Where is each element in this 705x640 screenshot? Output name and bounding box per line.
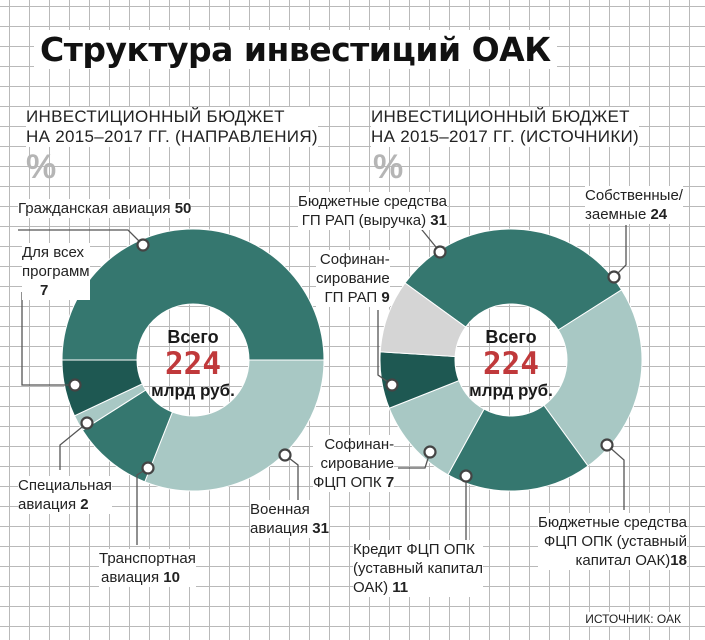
- right-slice-0: [404, 228, 623, 331]
- label-military-text2: авиация: [250, 520, 309, 537]
- leader-fcp: [606, 444, 625, 510]
- label-civil-value: 50: [174, 200, 192, 217]
- label-military-value: 31: [312, 520, 329, 537]
- label-own-text2: заемные: [585, 206, 647, 223]
- right-slice-5: [379, 282, 467, 358]
- left-total-label: Всего: [167, 327, 219, 347]
- right-percent-unit: %: [373, 148, 404, 186]
- label-cogp-text2: сирование: [316, 270, 390, 287]
- left-total-value: 224: [165, 346, 221, 382]
- left-percent-unit: %: [26, 148, 57, 186]
- leader-all: [21, 292, 75, 386]
- donut-right: [379, 228, 643, 492]
- dot-cogp: [385, 378, 399, 392]
- dot-all: [68, 378, 82, 392]
- label-cofcp-value: 7: [385, 474, 395, 491]
- dot-civil: [136, 238, 150, 252]
- label-special: Специальная авиация 2: [18, 476, 112, 514]
- label-military-text1: Военная: [250, 501, 310, 518]
- right-subtitle-line1: ИНВЕСТИЦИОННЫЙ БЮДЖЕТ: [371, 107, 630, 126]
- right-total: Всего 224 млрд руб.: [451, 326, 571, 402]
- label-cofcp-text3: ФЦП ОПК: [313, 474, 382, 491]
- dot-cofcp: [423, 445, 437, 459]
- label-all: Для всех программ 7: [22, 243, 90, 300]
- donut-left: [61, 228, 325, 492]
- label-cofcp-text1: Софинан-: [324, 436, 395, 453]
- source-note: ИСТОЧНИК: ОАК: [583, 612, 683, 626]
- dot-gp: [433, 245, 447, 259]
- left-slice-1: [144, 359, 325, 492]
- label-cogp-text3: ГП РАП: [324, 289, 378, 306]
- left-slice-4: [61, 359, 143, 417]
- left-subtitle-line2: НА 2015–2017 ГГ. (НАПРАВЛЕНИЯ): [26, 127, 318, 146]
- label-cogp-text1: Софинан-: [319, 251, 390, 268]
- right-subtitle-line2: НА 2015–2017 ГГ. (ИСТОЧНИКИ): [371, 127, 640, 146]
- dot-own: [607, 270, 621, 284]
- dot-transport: [141, 461, 155, 475]
- label-fcp-value: 18: [670, 552, 687, 569]
- label-gp-text2: ГП РАП (выручка): [301, 212, 427, 229]
- label-special-value: 2: [80, 496, 89, 513]
- label-gp-text1: Бюджетные средства: [298, 193, 447, 210]
- leader-military: [284, 454, 299, 500]
- label-credit: Кредит ФЦП ОПК (уставный капитал ОАК) 11: [353, 540, 483, 597]
- leader-civil: [18, 229, 144, 246]
- right-slice-1: [543, 289, 643, 467]
- dot-special: [80, 416, 94, 430]
- right-subtitle: ИНВЕСТИЦИОННЫЙ БЮДЖЕТ НА 2015–2017 ГГ. (…: [371, 107, 640, 147]
- label-transport-text2: авиация: [101, 569, 160, 586]
- label-all-text1: Для всех: [22, 244, 85, 261]
- page-title: Структура инвестиций ОАК: [34, 30, 557, 69]
- label-own-text1: Собственные/: [585, 187, 683, 204]
- label-fcp-text1: Бюджетные средства: [538, 514, 687, 531]
- leader-own: [613, 225, 627, 278]
- label-fcp: Бюджетные средства ФЦП ОПК (уставный кап…: [538, 513, 687, 570]
- right-total-unit: млрд руб.: [469, 381, 553, 400]
- label-all-value: 7: [40, 282, 49, 299]
- label-civil: Гражданская авиация 50: [18, 199, 192, 218]
- dot-fcp: [600, 438, 614, 452]
- label-cofcp-text2: сирование: [320, 455, 395, 472]
- left-subtitle: ИНВЕСТИЦИОННЫЙ БЮДЖЕТ НА 2015–2017 ГГ. (…: [26, 107, 318, 147]
- label-credit-text2: (уставный капитал: [353, 560, 483, 577]
- label-cofcp: Софинан- сирование ФЦП ОПК 7: [313, 435, 395, 492]
- label-gp: Бюджетные средства ГП РАП (выручка) 31: [298, 192, 447, 230]
- label-own: Собственные/ заемные 24: [585, 186, 683, 224]
- label-transport: Транспортная авиация 10: [99, 549, 196, 587]
- dot-military: [278, 448, 292, 462]
- left-slice-0: [61, 228, 325, 361]
- dot-credit: [459, 469, 473, 483]
- label-gp-value: 31: [430, 212, 447, 229]
- right-slice-2: [447, 404, 589, 492]
- label-fcp-text2: ФЦП ОПК (уставный: [543, 533, 687, 550]
- right-total-label: Всего: [485, 327, 537, 347]
- label-all-text2: программ: [22, 263, 90, 280]
- label-cogp-value: 9: [381, 289, 390, 306]
- label-military: Военная авиация 31: [250, 500, 329, 538]
- label-credit-value: 11: [392, 579, 409, 596]
- label-fcp-text3: капитал ОАК): [575, 552, 671, 569]
- left-total-unit: млрд руб.: [151, 381, 235, 400]
- left-subtitle-line1: ИНВЕСТИЦИОННЫЙ БЮДЖЕТ: [26, 107, 285, 126]
- right-total-value: 224: [483, 346, 539, 382]
- leader-dots: [68, 238, 621, 483]
- label-transport-text1: Транспортная: [99, 550, 196, 567]
- label-civil-text: Гражданская авиация: [18, 200, 171, 217]
- label-cogp: Софинан- сирование ГП РАП 9: [316, 250, 390, 307]
- leader-special: [59, 422, 88, 470]
- label-credit-text3: ОАК): [353, 579, 389, 596]
- label-own-value: 24: [650, 206, 668, 223]
- label-transport-value: 10: [163, 569, 180, 586]
- left-total: Всего 224 млрд руб.: [133, 326, 253, 402]
- label-credit-text1: Кредит ФЦП ОПК: [353, 541, 475, 558]
- label-special-text1: Специальная: [18, 477, 112, 494]
- label-special-text2: авиация: [18, 496, 77, 513]
